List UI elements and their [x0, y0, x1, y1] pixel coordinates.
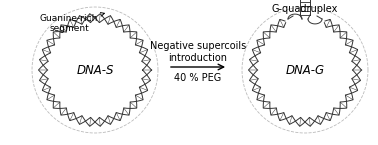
Text: 40 % PEG: 40 % PEG: [174, 73, 222, 83]
Text: Negative supercoils
introduction: Negative supercoils introduction: [150, 41, 246, 63]
Text: Guanine-rich
segment: Guanine-rich segment: [40, 13, 104, 33]
Text: DNA-S: DNA-S: [76, 64, 114, 77]
Polygon shape: [48, 23, 142, 117]
Polygon shape: [258, 23, 352, 117]
Text: DNA-G: DNA-G: [285, 64, 325, 77]
Text: G-quadruplex: G-quadruplex: [272, 4, 338, 14]
